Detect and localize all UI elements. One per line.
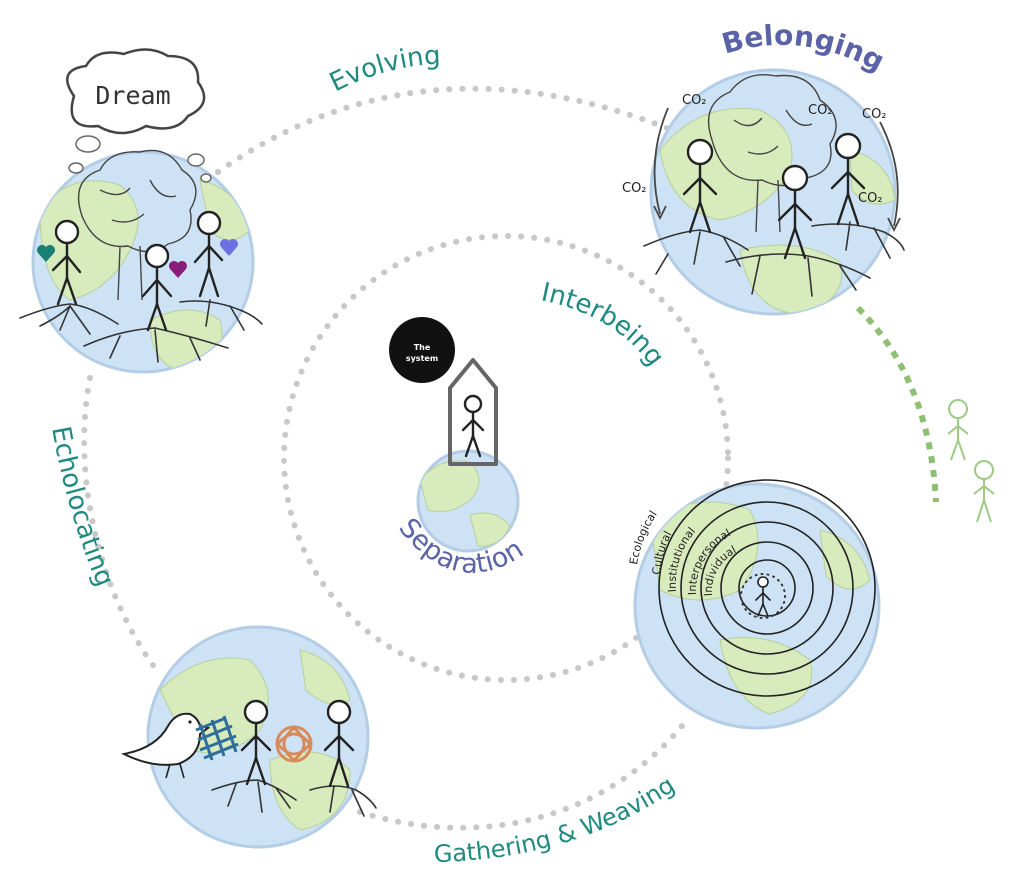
person-icon: [193, 210, 224, 298]
co2-label: CO₂: [858, 191, 883, 206]
heart-icon: [220, 238, 238, 256]
stage-gathering-weaving: Gathering & Weaving: [433, 771, 679, 868]
outer-loop-path: [81, 375, 161, 675]
tree-icon: [77, 149, 197, 301]
person-icon: [777, 164, 813, 260]
celtic-knot-icon: [275, 725, 313, 763]
person-icon: [141, 243, 173, 332]
system-label: system: [406, 354, 438, 363]
system-label: The: [414, 343, 431, 352]
tree-icon: [707, 74, 837, 233]
person-icon: [461, 394, 485, 458]
person-icon: [240, 699, 272, 786]
person-icon: [682, 138, 718, 234]
house-icon: [448, 358, 498, 466]
dream-cloud: Dream: [66, 48, 212, 183]
co2-label: CO₂: [622, 181, 647, 196]
rings-globe: Ecological Cultural Institutional Interp…: [627, 479, 881, 730]
person-icon: [755, 576, 771, 617]
person-icon: [51, 219, 82, 306]
gathering-path: [357, 713, 693, 831]
inner-orbit: [281, 233, 731, 683]
system-ball: The system: [389, 317, 455, 383]
individual-ring: [738, 559, 796, 617]
interpersonal-ring: [720, 541, 814, 635]
green-departure-path: [855, 305, 939, 503]
person-icon: [323, 699, 355, 788]
dream-label: Dream: [95, 81, 170, 110]
co2-label: CO₂: [682, 93, 707, 108]
co2-label: CO₂: [808, 103, 833, 118]
dream-globe: [19, 149, 263, 374]
person-icon: [830, 132, 866, 226]
roots-icon: [643, 221, 905, 297]
weaving-globe: [120, 625, 377, 849]
ecological-ring: [658, 479, 876, 697]
stage-echolocating: Echolocating: [45, 424, 120, 591]
evolving-path: [215, 85, 675, 175]
stage-belonging: Belonging: [718, 19, 890, 78]
heart-icon: [169, 261, 187, 278]
belonging-globe: CO₂ CO₂ CO₂ CO₂ CO₂: [622, 68, 905, 316]
institutional-ring: [700, 521, 834, 655]
heart-icon: [37, 245, 55, 262]
departing-figures: [947, 399, 995, 523]
roots-icon: [19, 299, 263, 363]
weave-pattern-blue: [195, 715, 239, 761]
bird-icon: [120, 712, 211, 779]
co2-label: CO₂: [862, 107, 887, 122]
cultural-ring: [680, 501, 854, 675]
roots-icon: [211, 779, 377, 817]
